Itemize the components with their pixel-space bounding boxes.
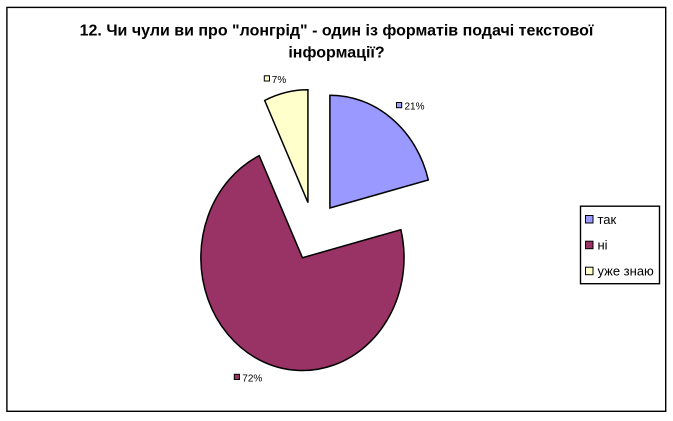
svg-text:21%: 21% [405, 102, 425, 113]
svg-text:уже знаю: уже знаю [598, 264, 655, 279]
svg-text:72%: 72% [242, 373, 262, 384]
svg-text:інформації?: інформації? [288, 44, 384, 61]
svg-text:ні: ні [598, 238, 608, 253]
svg-text:7%: 7% [272, 75, 287, 86]
svg-text:так: так [598, 212, 617, 227]
svg-text:12. Чи чули ви про "лонгрід" -: 12. Чи чули ви про "лонгрід" - один із ф… [80, 23, 594, 40]
